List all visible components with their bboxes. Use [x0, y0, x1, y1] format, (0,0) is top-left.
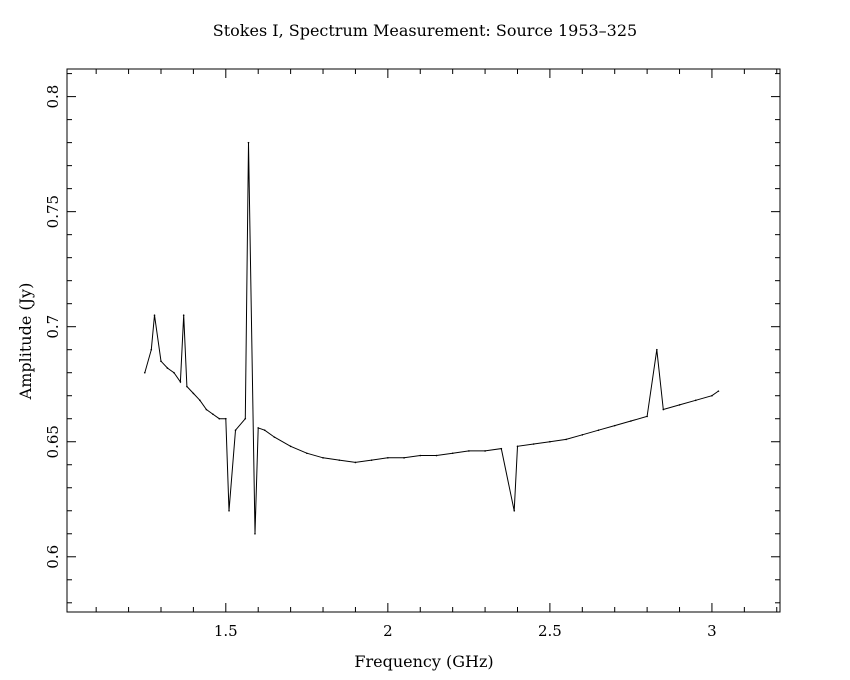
y-tick-label: 0.6 — [44, 545, 62, 569]
series-layer — [143, 141, 720, 535]
spectrum-data-point — [630, 420, 632, 422]
spectrum-data-point — [182, 314, 185, 316]
spectrum-data-point — [354, 461, 357, 464]
spectrum-data-point — [694, 399, 697, 402]
spectrum-data-point — [549, 440, 551, 443]
spectrum-data-point — [143, 371, 146, 374]
spectrum-data-point — [717, 390, 720, 392]
spectrum-data-point — [484, 450, 486, 452]
spectrum-data-point — [516, 445, 519, 448]
spectrum-data-point — [468, 450, 470, 452]
x-tick-label: 1.5 — [214, 622, 238, 640]
y-axis-label: Amplitude (Jy) — [16, 283, 35, 401]
y-tick-label: 0.8 — [44, 85, 62, 109]
spectrum-data-point — [173, 371, 175, 374]
tick-labels: 1.5 2 2.5 3 0.6 0.65 0.7 0.75 0.8 — [44, 85, 717, 640]
spectrum-data-point — [199, 399, 201, 402]
spectrum-data-point — [247, 141, 250, 144]
spectrum-series-line — [144, 142, 719, 534]
spectrum-data-point — [565, 438, 567, 441]
spectrum-data-point — [150, 348, 153, 351]
spectrum-data-point — [711, 394, 713, 397]
spectrum-data-point — [254, 532, 256, 535]
spectrum-data-point — [179, 381, 182, 383]
spectrum-data-point — [387, 457, 389, 459]
plot-frame — [66, 68, 781, 613]
spectrum-data-point — [678, 404, 681, 406]
x-axis-label: Frequency (GHz) — [354, 652, 493, 671]
spectrum-data-point — [403, 457, 405, 459]
spectrum-data-point — [153, 314, 156, 316]
spectrum-data-point — [613, 424, 616, 427]
chart-title: Stokes I, Spectrum Measurement: Source 1… — [213, 21, 637, 40]
spectrum-data-point — [435, 454, 438, 457]
spectrum-data-point — [306, 452, 308, 455]
spectrum-data-point — [192, 392, 195, 395]
spectrum-data-point — [289, 445, 292, 448]
tick-marks — [67, 69, 780, 612]
spectrum-data-point — [212, 413, 214, 415]
spectrum-data-point — [581, 434, 584, 436]
plot-border — [66, 68, 781, 613]
spectrum-data-point — [646, 415, 648, 418]
spectrum-data-point — [273, 436, 276, 438]
spectrum-data-point — [218, 417, 221, 420]
x-tick-label: 2 — [383, 622, 393, 640]
spectrum-data-point — [244, 417, 247, 420]
spectrum-data-point — [419, 454, 422, 457]
spectrum-data-point — [257, 427, 260, 429]
spectrum-data-point — [166, 367, 169, 369]
spectrum-data-point — [160, 360, 162, 363]
spectrum-data-point — [225, 417, 227, 420]
spectrum-data-point — [322, 457, 324, 459]
spectrum-data-point — [532, 443, 535, 445]
spectrum-data-point — [234, 429, 237, 432]
spectrum-data-point — [263, 429, 266, 432]
y-tick-label: 0.65 — [44, 425, 62, 458]
y-tick-label: 0.7 — [44, 315, 62, 339]
spectrum-data-point — [205, 408, 208, 411]
spectrum-data-point — [656, 348, 658, 351]
spectrum-data-point — [662, 408, 665, 411]
spectrum-data-point — [338, 459, 341, 461]
x-tick-label: 2.5 — [538, 622, 562, 640]
x-tick-label: 3 — [707, 622, 717, 640]
spectrum-data-point — [228, 509, 230, 512]
spectrum-data-point — [451, 452, 454, 455]
y-tick-label: 0.75 — [44, 195, 62, 228]
spectrum-data-point — [370, 459, 373, 461]
spectrum-data-point — [513, 509, 516, 512]
spectrum-data-point — [500, 447, 503, 450]
spectrum-data-point — [597, 429, 600, 432]
spectrum-data-point — [186, 385, 188, 388]
